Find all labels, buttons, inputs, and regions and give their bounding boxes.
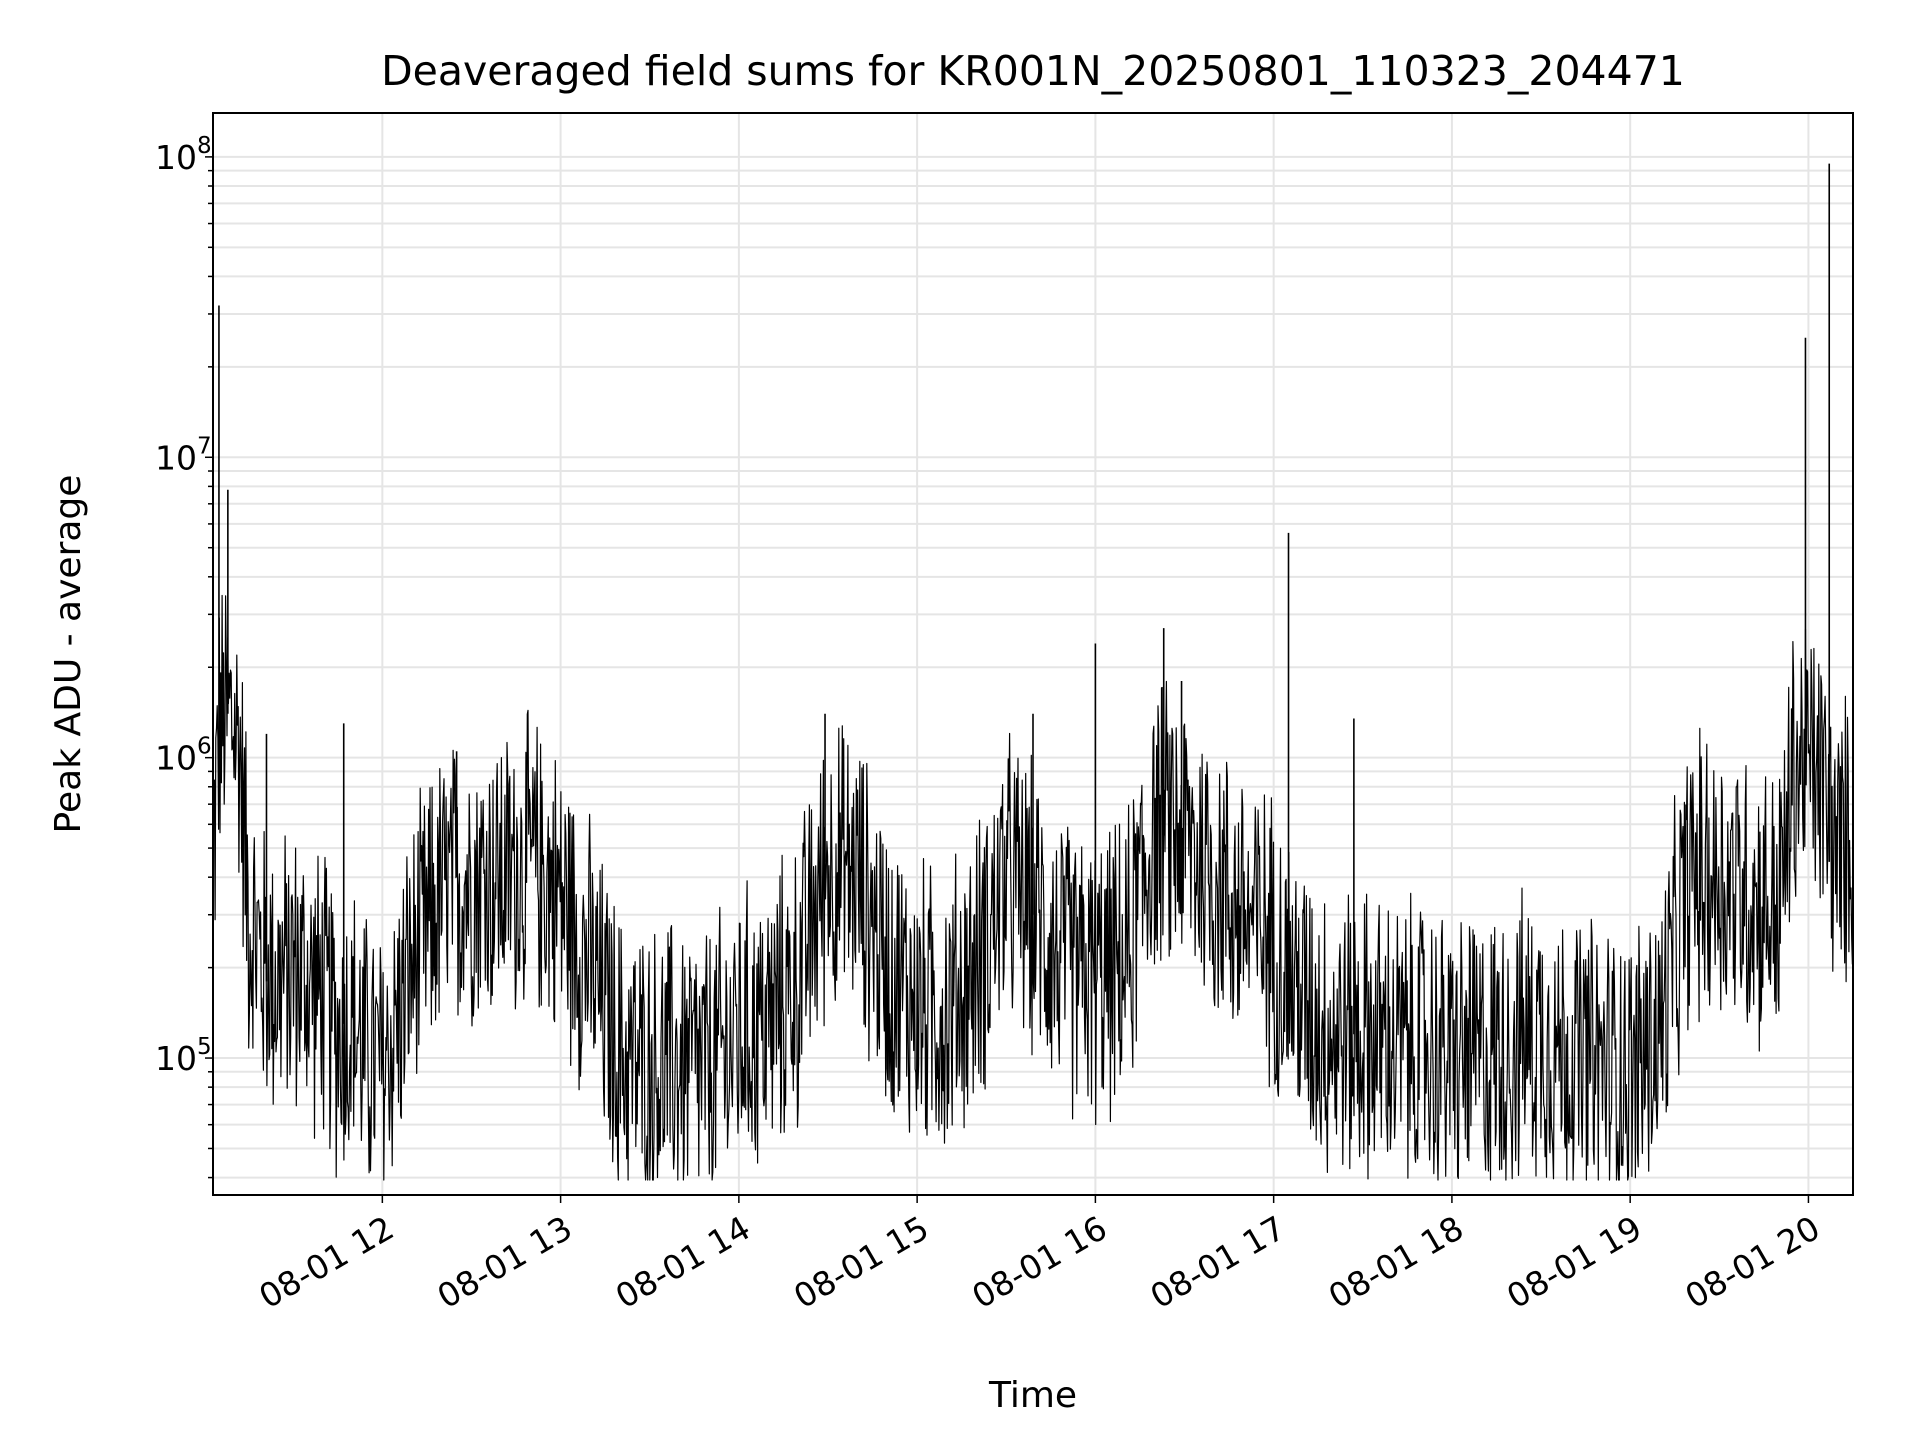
y-tick-exponent: 7 <box>197 433 212 459</box>
series-layer <box>212 163 1853 1181</box>
y-tick-exponent: 8 <box>197 133 212 159</box>
y-tick-label: 107 <box>155 433 212 477</box>
x-axis-label: Time <box>988 1375 1077 1416</box>
y-axis-label: Peak ADU - average <box>48 475 89 834</box>
y-tick-label: 105 <box>155 1034 212 1078</box>
plot-frame <box>212 112 1854 1196</box>
y-tick-exponent: 6 <box>197 734 212 760</box>
y-tick-label: 106 <box>155 734 212 778</box>
chart-title: Deaveraged field sums for KR001N_2025080… <box>381 47 1685 95</box>
y-tick-exponent: 5 <box>197 1034 212 1060</box>
